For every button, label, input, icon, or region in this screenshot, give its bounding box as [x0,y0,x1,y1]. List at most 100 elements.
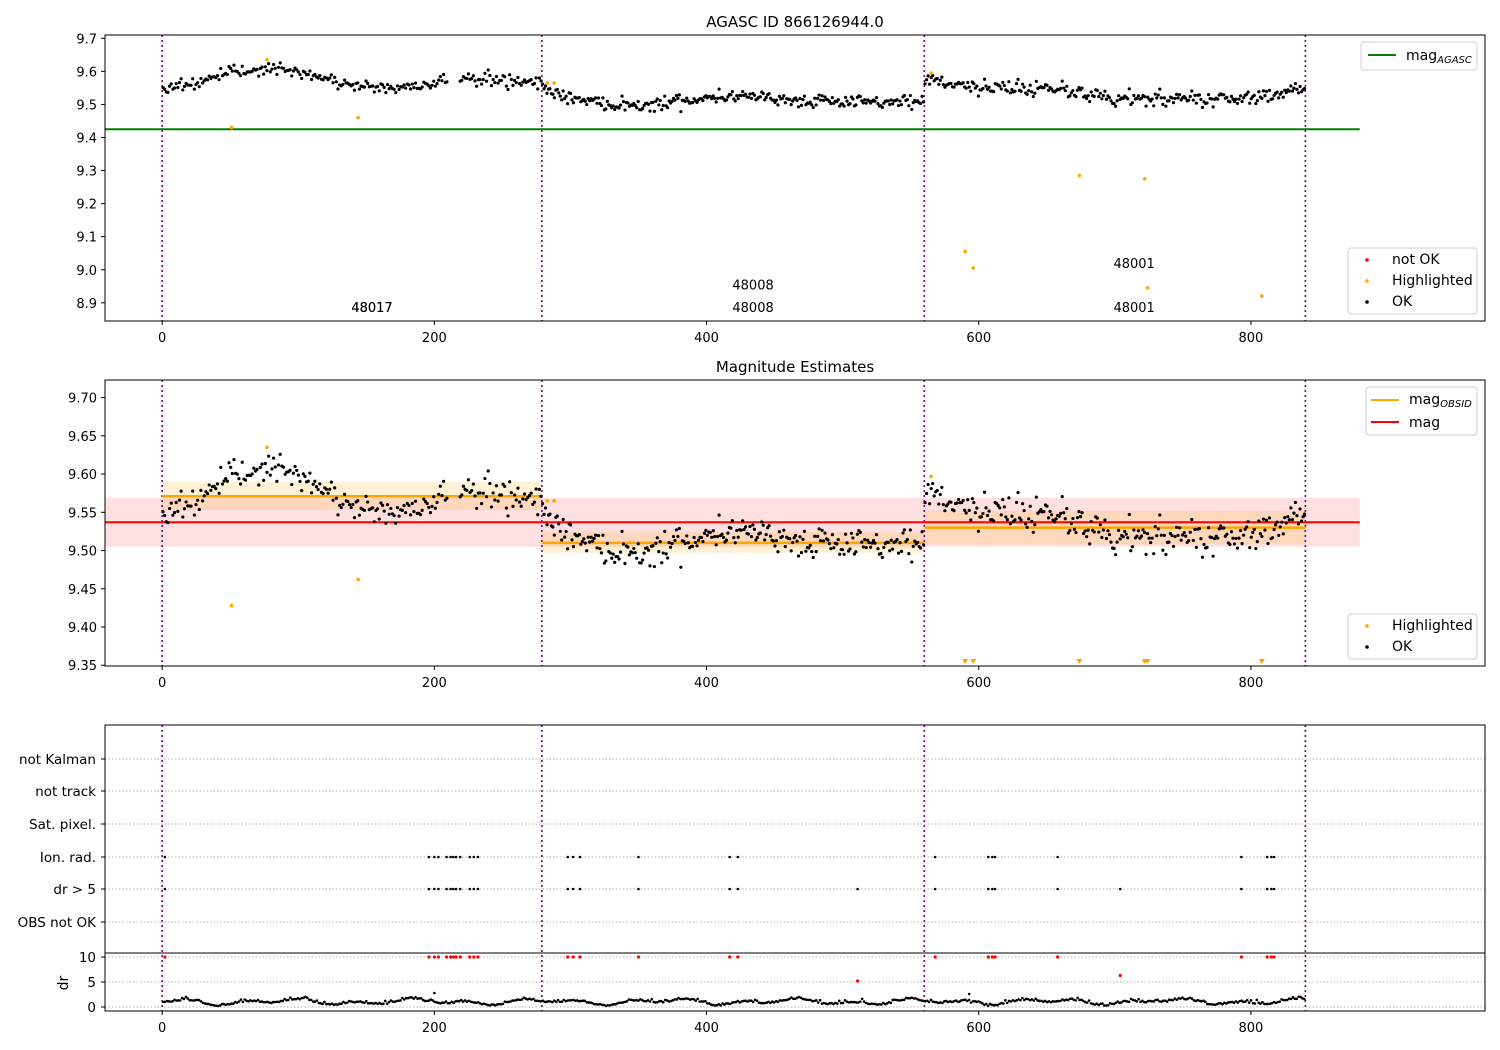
dr-point [495,1003,499,1006]
ok-point [387,512,391,516]
dr-point [1135,1000,1139,1003]
ok-point [475,84,479,88]
dr-point [719,1004,722,1007]
flag-point [458,855,462,859]
dr-point [805,998,808,1002]
dr-point [412,997,416,1000]
dr-point [1055,1000,1059,1003]
ok-point [796,105,801,109]
ok-point [902,93,907,98]
ok-point [197,507,201,512]
flag-point [476,887,480,891]
ok-point [1034,79,1038,83]
ok-point [331,498,335,502]
ok-point [891,102,895,106]
flag-point [433,855,436,859]
dr-point [273,1000,277,1004]
flag-point [1056,887,1059,891]
ok-point [807,546,811,550]
ok-point [1229,94,1234,98]
dr-point [860,997,864,1001]
flags-plot-frame [104,724,1486,1012]
dr-point [1019,998,1022,1002]
ok-point [976,529,981,533]
ok-point [973,511,977,515]
ok-point [1252,527,1256,532]
dr-point [1205,1002,1209,1006]
ok-point [1027,517,1031,521]
ok-point [465,76,469,81]
ok-point [952,85,956,89]
ok-point [534,487,538,491]
ok-point [394,521,398,525]
ok-point [1145,531,1150,536]
ok-point [666,106,670,110]
dr-point [732,1000,736,1004]
ok-point [192,87,196,91]
ok-point [557,91,561,95]
ok-point [931,73,935,78]
dr-point [866,1002,870,1005]
ok-point [491,491,495,495]
ok-point [324,487,329,491]
ok-point [920,530,924,534]
ok-point [761,523,765,527]
dr-point [841,1001,845,1005]
ok-point [1206,526,1211,530]
ok-point [1275,90,1279,94]
ok-point [377,89,381,93]
ok-point [349,505,353,510]
x-tick-label: 600 [966,676,991,691]
ok-point [789,549,793,553]
ok-point [1190,89,1194,93]
x-tick-label: 200 [422,676,447,691]
ok-point [713,96,717,101]
ok-point [1280,520,1284,524]
ok-point [583,541,587,545]
ok-point [1121,535,1125,539]
flag-label: Sat. pixel. [29,817,96,833]
ok-point [260,462,264,466]
dr-point [237,1000,241,1003]
ok-point [169,82,173,86]
ok-point [1238,528,1243,533]
ok-point [1187,539,1191,543]
ok-point [1178,526,1182,530]
ok-point [318,482,322,486]
ok-point [385,82,390,87]
ok-point [1059,86,1063,90]
ok-point [257,483,261,487]
dr-point [239,998,243,1001]
ok-point [1274,523,1278,527]
ok-point [1187,98,1191,102]
ok-point [1238,94,1243,98]
ok-point [1153,92,1157,96]
ok-point [1007,80,1011,84]
dr-point [927,1000,931,1004]
ok-point [898,99,902,103]
ok-point [395,505,400,510]
dr-point [1059,999,1062,1003]
ok-point [691,544,695,548]
dr-point [755,999,759,1003]
ok-point [1016,490,1020,495]
ok-point [339,506,343,510]
ok-point [670,541,674,546]
ok-point [1202,542,1206,547]
ok-point [314,485,319,489]
ok-point [466,72,470,76]
ok-point [620,94,624,98]
ok-point [263,65,267,69]
ok-point [167,506,172,511]
ok-point [404,86,408,90]
ok-point [1098,91,1102,95]
ok-point [1141,528,1145,532]
ok-point [166,521,170,525]
ok-point [835,542,839,546]
ok-point [1013,518,1017,522]
ok-point [905,98,909,102]
ok-point [686,541,690,545]
ok-point [484,79,489,83]
ok-point [849,531,854,535]
ok-point [911,544,915,548]
